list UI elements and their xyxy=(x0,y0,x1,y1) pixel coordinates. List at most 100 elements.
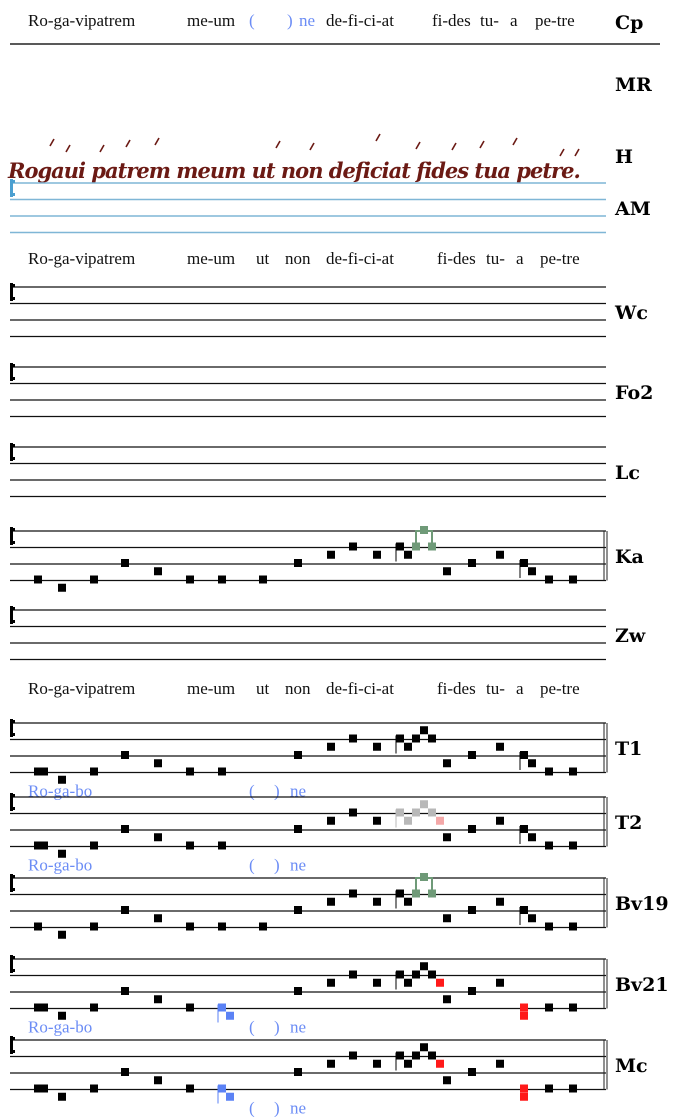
variant-paren: ( xyxy=(249,856,255,875)
neume-note xyxy=(226,1092,234,1101)
lyrics-row: Ro-ga-vi patrem me-um ut non de-fi-ci-at fi-de… xyxy=(28,249,580,268)
staff-zw: Zw xyxy=(10,606,646,661)
neume-note xyxy=(443,914,451,923)
neume-note xyxy=(396,1051,404,1060)
neume-note xyxy=(349,542,357,551)
staff-t1: T1 Ro-ga-bo () ne xyxy=(10,719,642,801)
neume-note xyxy=(468,825,476,833)
neume-note xyxy=(528,914,536,923)
neume-note xyxy=(468,751,476,759)
neume-note xyxy=(496,550,504,559)
neume-note xyxy=(396,542,404,551)
neume-mark xyxy=(49,138,55,147)
lyric-syllable: ) xyxy=(287,11,293,30)
neume-note xyxy=(58,1092,66,1101)
neume-note xyxy=(259,575,267,584)
neume-note xyxy=(90,1003,98,1012)
neume-note xyxy=(404,978,412,987)
neume-note xyxy=(443,1076,451,1085)
c-clef-stem xyxy=(10,719,13,737)
neume-note xyxy=(40,767,48,776)
neume-note xyxy=(373,550,381,559)
neume-note xyxy=(294,987,302,995)
neume-mark xyxy=(415,141,421,150)
variant-paren: ) xyxy=(274,1099,280,1118)
neume-note xyxy=(259,922,267,931)
neume-note xyxy=(218,575,226,584)
variant-paren: ( xyxy=(249,1018,255,1037)
neume-note xyxy=(412,808,420,817)
variant-text: Ro-ga-bo () ne xyxy=(28,1018,306,1037)
neume-note xyxy=(349,734,357,743)
neume-note xyxy=(545,767,553,776)
lyric-syllable: de-fi-ci-at xyxy=(326,249,394,268)
neume-note xyxy=(520,1084,528,1093)
neume-note xyxy=(496,897,504,906)
neume-note xyxy=(327,1059,335,1068)
neume-note xyxy=(34,1084,42,1093)
neume-note xyxy=(34,1003,42,1012)
neume-note xyxy=(373,816,381,825)
neume-note xyxy=(294,906,302,914)
variant-syllable: ne xyxy=(290,1018,306,1037)
staff-wc: Wc xyxy=(10,283,648,338)
c-clef-stem xyxy=(10,363,13,381)
neume-mark xyxy=(559,148,565,157)
neume-note xyxy=(373,742,381,751)
lyric-syllable: pe-tre xyxy=(540,249,580,268)
neume-note xyxy=(412,970,420,979)
neume-note xyxy=(34,841,42,850)
neume-note xyxy=(218,841,226,850)
staff-ka: Ka xyxy=(10,526,644,592)
neume-note xyxy=(396,808,404,817)
neume-note xyxy=(90,841,98,850)
neume-note xyxy=(40,1003,48,1012)
neume-note xyxy=(412,734,420,743)
lyric-syllable: non xyxy=(285,249,311,268)
lyric-syllable: tu- xyxy=(486,249,505,268)
neume-note xyxy=(404,897,412,906)
top-lyrics-row: Ro-ga-vi patrem me-um () ne de-fi-ci-at fi-des… xyxy=(28,11,575,30)
neume-note xyxy=(404,1059,412,1068)
neume-note xyxy=(468,559,476,567)
neume-note xyxy=(528,833,536,842)
lyric-syllable: patrem xyxy=(88,679,135,698)
neume-mark xyxy=(154,137,160,146)
neume-note xyxy=(569,575,577,584)
neume-note xyxy=(468,1068,476,1076)
neume-mark xyxy=(99,144,105,153)
neume-note xyxy=(58,930,66,939)
manuscript-text: Rogaui patrem meum ut non deficiat fides… xyxy=(7,158,580,183)
neume-note xyxy=(40,1084,48,1093)
neume-note xyxy=(404,816,412,825)
neume-note xyxy=(186,841,194,850)
neume-note xyxy=(468,906,476,914)
neume-note xyxy=(569,767,577,776)
torculus-connector xyxy=(415,877,433,895)
lyrics-row: Ro-ga-vi patrem me-um ut non de-fi-ci-at fi-de… xyxy=(28,679,580,698)
neume-note xyxy=(428,734,436,743)
neume-note xyxy=(373,978,381,987)
staves: AM Wc Fo2 Lc Ka Zw T1 Ro-ga-bo () ne T2 Ro-ga-bo () n… xyxy=(10,179,669,1118)
neume-note xyxy=(520,1011,528,1020)
neume-note xyxy=(58,849,66,858)
neume-note xyxy=(443,833,451,842)
lyric-syllable: de-fi-ci-at xyxy=(326,679,394,698)
neume-note xyxy=(34,575,42,584)
lyric-syllable: me-um xyxy=(187,249,235,268)
lyric-syllable: a xyxy=(516,679,524,698)
source-label: Mc xyxy=(615,1055,648,1077)
neume-note xyxy=(420,1043,428,1052)
neume-note xyxy=(154,914,162,923)
c-clef-stem xyxy=(10,283,13,301)
neume-note xyxy=(569,841,577,850)
neume-note xyxy=(186,1084,194,1093)
neume-note xyxy=(40,841,48,850)
neume-note xyxy=(186,1003,194,1012)
c-clef-stem xyxy=(10,179,13,197)
neume-note xyxy=(121,751,129,759)
staff-bv21: Bv21 Ro-ga-bo () ne xyxy=(10,955,669,1037)
neume-note xyxy=(294,559,302,567)
neume-mark xyxy=(65,144,71,153)
